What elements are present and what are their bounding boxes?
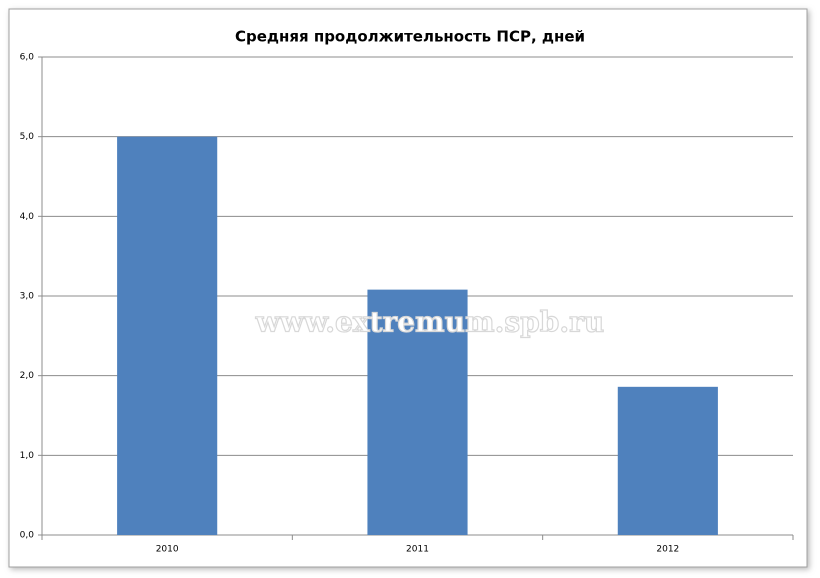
x-tick-label: 2011: [406, 545, 429, 555]
chart-title: Средняя продолжительность ПСР, дней: [235, 28, 585, 46]
x-tick-label: 2012: [656, 545, 679, 555]
watermark: www.extremum.spb.ru: [255, 306, 604, 339]
bar: [367, 289, 468, 535]
x-tick-label: 2010: [156, 545, 179, 555]
y-tick-label: 0,0: [20, 531, 35, 541]
y-tick-label: 2,0: [20, 371, 35, 381]
y-tick-label: 1,0: [20, 451, 35, 461]
bar: [117, 136, 218, 535]
y-tick-label: 6,0: [20, 53, 35, 63]
y-tick-label: 3,0: [20, 292, 35, 302]
bar: [617, 386, 718, 535]
y-tick-label: 5,0: [20, 132, 35, 142]
y-tick-label: 4,0: [20, 212, 35, 222]
plot-area: 0,0 1,0 2,0 3,0 4,0 5,0 6,0 2010 2011 2012: [20, 53, 794, 555]
